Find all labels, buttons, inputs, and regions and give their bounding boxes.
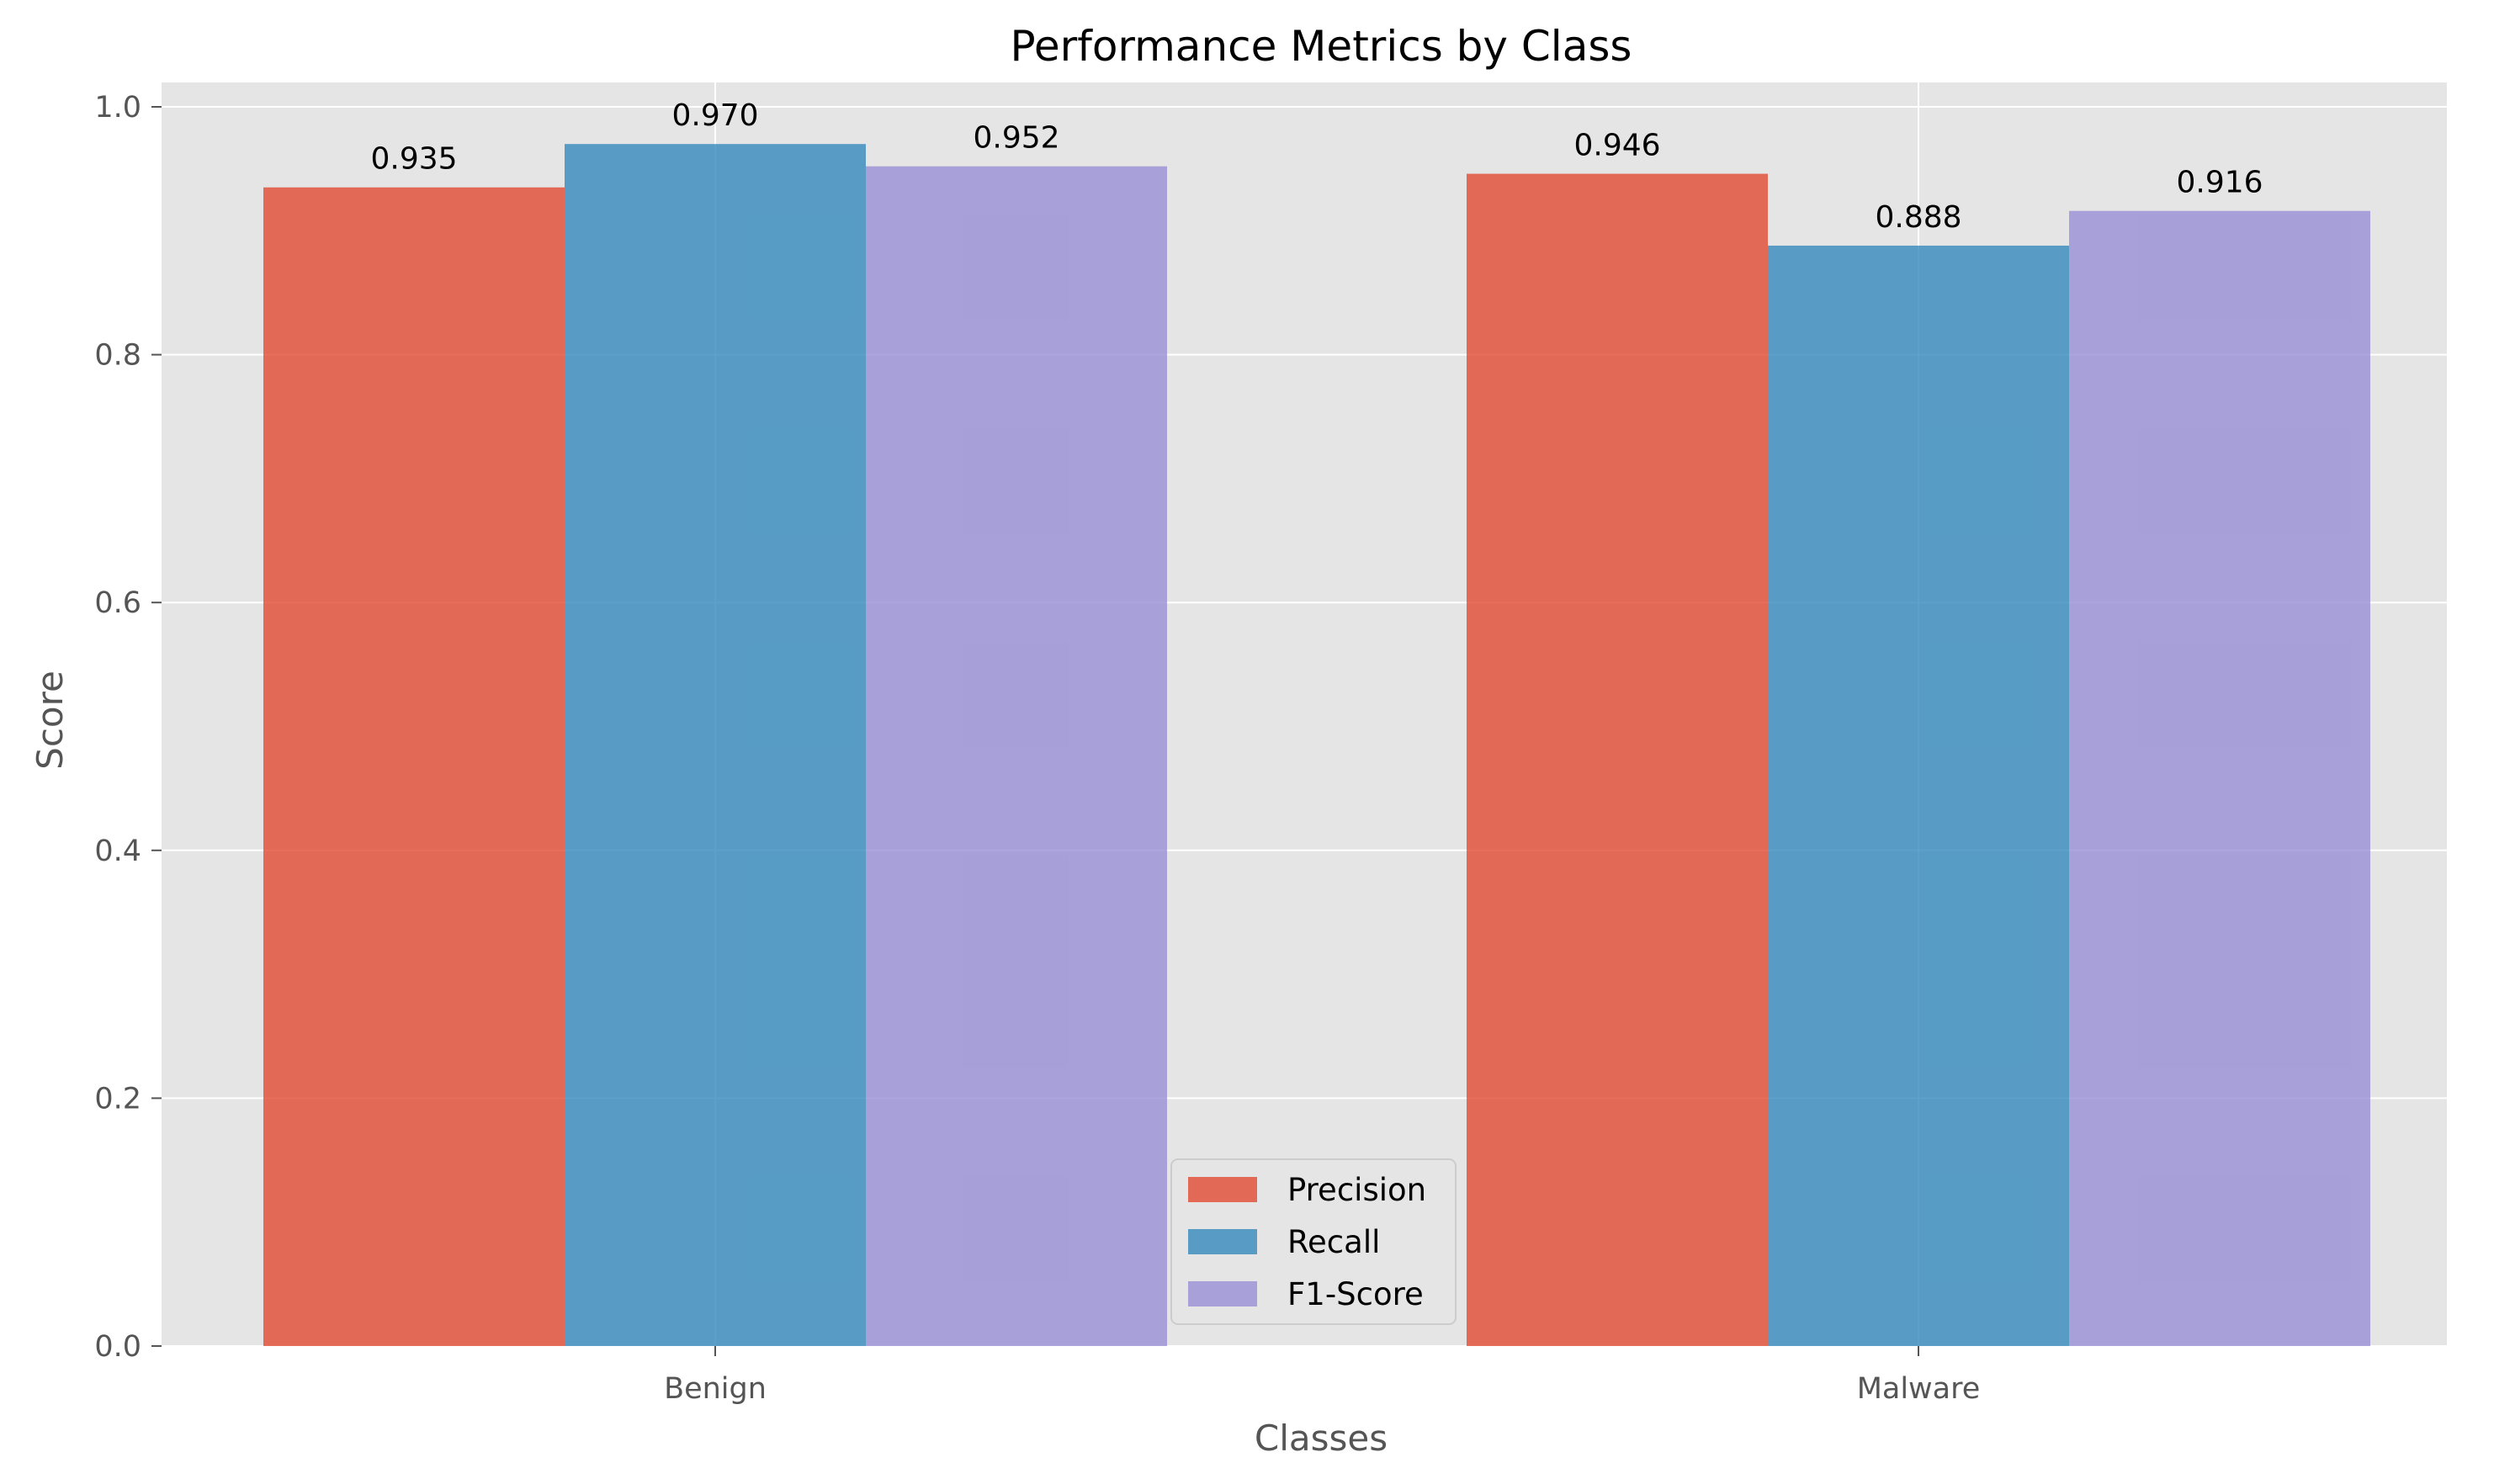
chart-title: Performance Metrics by Class [1011,22,1632,71]
x-tick-label-benign: Benign [664,1372,767,1406]
bar-label-benign-precision: 0.935 [370,142,457,177]
y-tick-label: 1.0 [94,91,141,125]
legend-label-precision: Precision [1287,1172,1426,1208]
x-tick-label-malware: Malware [1857,1372,1981,1406]
y-tick-label: 0.4 [94,835,141,868]
y-tick-label: 0.0 [94,1330,141,1364]
bar-malware-recall [1768,245,2069,1346]
bar-malware-f1-score [2069,210,2370,1347]
x-axis-label: Classes [1255,1418,1388,1459]
legend-swatch-f1-score [1188,1281,1257,1306]
bar-malware-precision [1467,173,1768,1347]
bar-value-labels: 0.935 0.970 0.952 0.946 0.888 0.916 [370,98,2263,235]
y-tick-label: 0.6 [94,586,141,620]
y-axis: 0.0 0.2 0.4 0.6 0.8 1.0 [94,91,162,1364]
legend-label-recall: Recall [1287,1224,1380,1260]
legend: Precision Recall F1-Score [1170,1158,1457,1325]
legend-label-f1-score: F1-Score [1287,1276,1424,1312]
bar-benign-recall [565,144,866,1347]
y-tick-label: 0.2 [94,1082,141,1116]
y-tick-label: 0.8 [94,339,141,373]
bar-label-malware-precision: 0.946 [1573,129,1660,163]
bar-label-malware-recall: 0.888 [1875,200,1961,235]
bar-label-benign-recall: 0.970 [671,98,758,133]
legend-swatch-recall [1188,1229,1257,1254]
x-axis: Benign Malware [664,1346,1980,1406]
bar-benign-precision [263,187,565,1346]
y-axis-label: Score [29,670,71,770]
bar-label-malware-f1-score: 0.916 [2176,166,2263,200]
bar-benign-f1-score [866,166,1167,1347]
bars [263,144,2370,1347]
legend-swatch-precision [1188,1177,1257,1202]
bar-label-benign-f1-score: 0.952 [973,121,1059,156]
